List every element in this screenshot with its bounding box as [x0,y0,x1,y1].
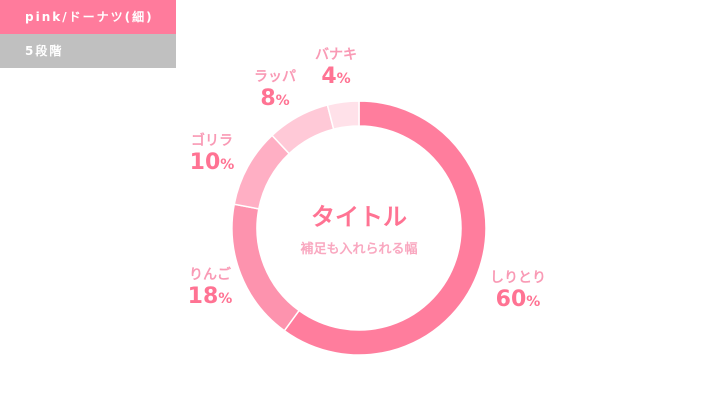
slice-label: しりとり 60% [468,267,568,315]
slice-value: 18% [160,284,260,312]
slice-value-unit: % [218,291,233,307]
slice-label: ラッパ 8% [225,66,325,114]
chart-title: タイトル [311,203,407,231]
slice-value-number: 60 [495,287,527,312]
level-count-banner: 5段階 [0,34,176,68]
slice-name: りんご [189,267,231,283]
slice-value-unit: % [336,71,351,87]
slice-value-number: 4 [321,64,337,89]
slice-value: 8% [225,86,325,114]
chart-subtitle: 補足も入れられる幅 [300,242,418,257]
slice-value: 10% [162,150,262,178]
slice-label: バナキ 4% [286,44,386,92]
slice-name: しりとり [490,270,546,286]
slice-label: ゴリラ 10% [162,130,262,178]
template-name-banner: pink/ドーナツ(細) [0,0,176,34]
slice-name: バナキ [315,47,357,63]
donut-slice-4 [326,100,360,131]
donut-slice-0 [283,100,487,356]
slice-value-number: 10 [189,150,221,175]
slice-value-unit: % [275,93,290,109]
slice-value: 60% [468,287,568,315]
slice-value-number: 8 [260,86,276,111]
slice-name: ラッパ [254,69,296,85]
slice-value-number: 18 [187,284,219,309]
slice-value-unit: % [526,294,541,310]
slice-label: りんご 18% [160,264,260,312]
slice-name: ゴリラ [191,133,233,149]
slice-value-unit: % [220,157,235,173]
slice-value: 4% [286,64,386,92]
